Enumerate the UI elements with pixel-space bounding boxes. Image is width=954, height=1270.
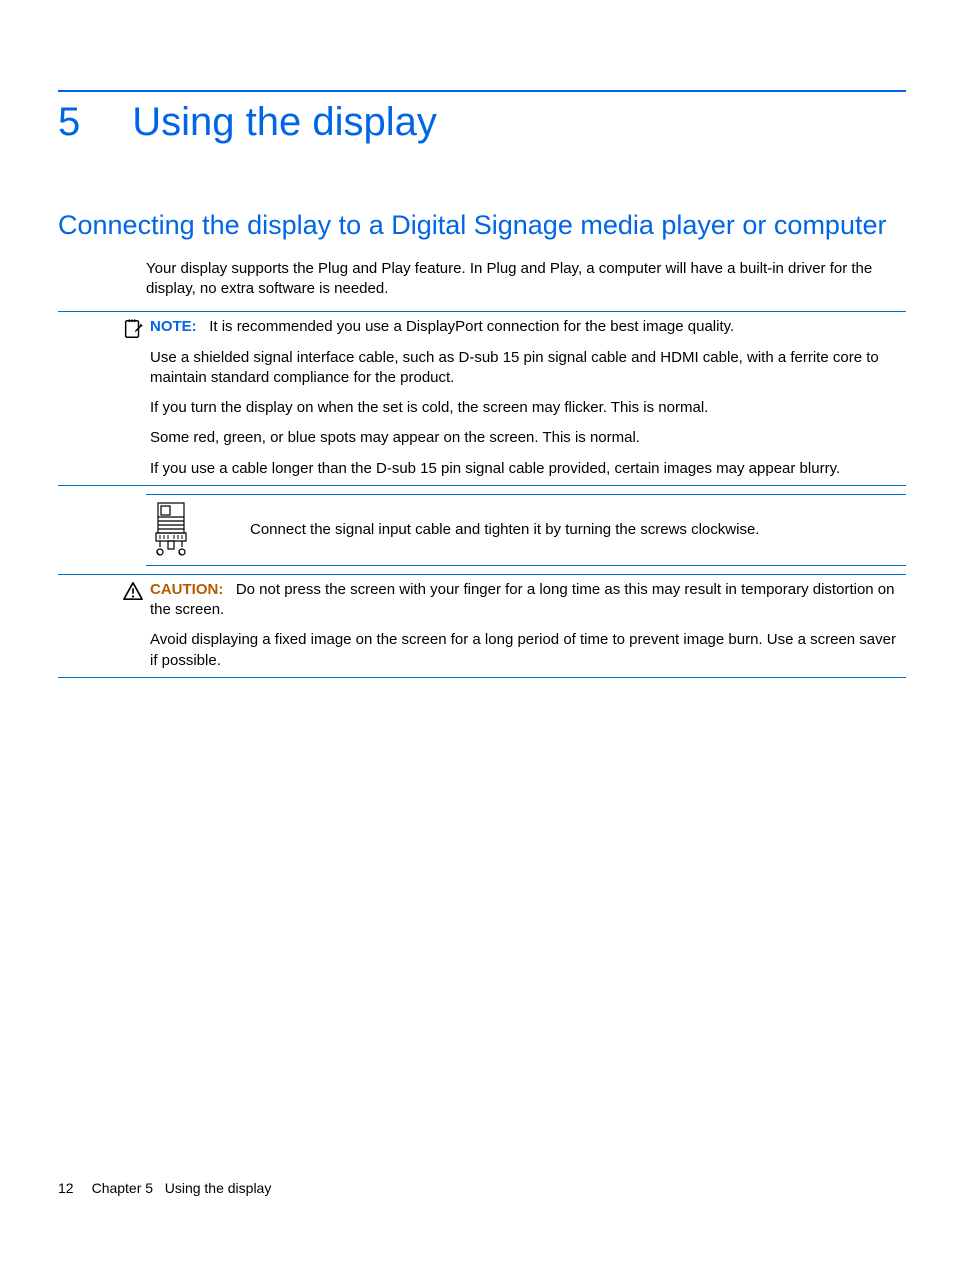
footer-chapter-ref: Chapter 5 Using the display <box>92 1180 272 1196</box>
note-lead: It is recommended you use a DisplayPort … <box>209 318 734 335</box>
note-para-3: If you use a cable longer than the D-sub… <box>150 459 906 479</box>
chapter-heading: 5 Using the display <box>58 100 906 145</box>
caution-icon <box>122 581 144 606</box>
caution-para-0: Avoid displaying a fixed image on the sc… <box>150 630 906 671</box>
intro-paragraph: Your display supports the Plug and Play … <box>146 259 906 300</box>
note-body: NOTE: It is recommended you use a Displa… <box>150 317 906 479</box>
note-block: NOTE: It is recommended you use a Displa… <box>58 311 906 486</box>
footer-page-number: 12 <box>58 1180 74 1196</box>
note-para-2: Some red, green, or blue spots may appea… <box>150 428 906 448</box>
caution-body: CAUTION: Do not press the screen with yo… <box>150 580 906 671</box>
caution-label: CAUTION: <box>150 581 223 598</box>
figure-text: Connect the signal input cable and tight… <box>246 520 906 540</box>
connector-icon <box>146 501 246 559</box>
note-para-0: Use a shielded signal interface cable, s… <box>150 348 906 389</box>
caution-lead: Do not press the screen with your finger… <box>150 581 894 618</box>
section-heading: Connecting the display to a Digital Sign… <box>58 209 906 243</box>
note-label: NOTE: <box>150 318 197 335</box>
note-row: NOTE: It is recommended you use a Displa… <box>122 317 906 479</box>
chapter-title: Using the display <box>132 100 437 145</box>
chapter-number: 5 <box>58 100 80 145</box>
caution-block: CAUTION: Do not press the screen with yo… <box>58 574 906 678</box>
note-icon <box>122 318 144 345</box>
page-container: 5 Using the display Connecting the displ… <box>0 0 954 678</box>
note-para-1: If you turn the display on when the set … <box>150 398 906 418</box>
top-rule <box>58 90 906 92</box>
caution-row: CAUTION: Do not press the screen with yo… <box>122 580 906 671</box>
figure-row: Connect the signal input cable and tight… <box>146 494 906 566</box>
page-footer: 12 Chapter 5 Using the display <box>58 1180 271 1196</box>
